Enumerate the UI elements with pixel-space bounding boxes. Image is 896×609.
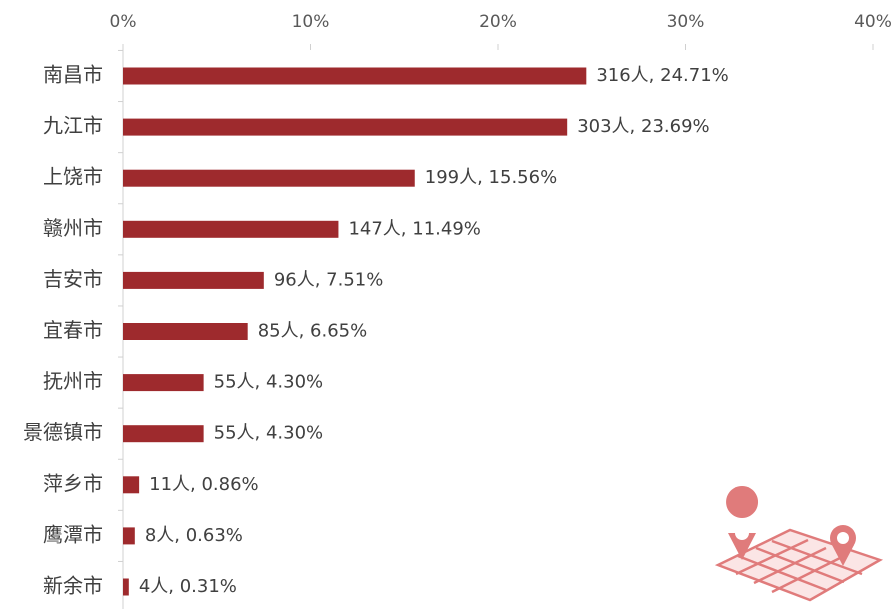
y-tick-label: 赣州市 <box>43 216 103 240</box>
bar <box>123 323 248 340</box>
y-tick-label: 南昌市 <box>43 63 103 87</box>
y-tick-label: 抚州市 <box>43 369 103 393</box>
bar <box>123 271 264 289</box>
data-label: 199人, 15.56% <box>425 167 557 188</box>
y-tick-label: 宜春市 <box>43 318 103 342</box>
bar <box>123 67 587 85</box>
bar <box>123 527 135 545</box>
y-tick-label: 新余市 <box>43 574 103 598</box>
bar <box>123 220 339 238</box>
bar <box>123 425 204 443</box>
bar <box>123 578 129 596</box>
y-tick-label: 景德镇市 <box>23 420 103 444</box>
data-label: 96人, 7.51% <box>274 269 384 290</box>
bar <box>123 476 140 494</box>
data-label: 316人, 24.71% <box>596 65 728 86</box>
y-tick-label: 吉安市 <box>43 267 103 291</box>
data-label: 303人, 23.69% <box>577 116 709 137</box>
y-tick-label: 上饶市 <box>43 165 103 189</box>
map-icon <box>714 486 884 602</box>
x-tick-label: 20% <box>479 12 517 32</box>
data-label: 8人, 0.63% <box>145 525 243 546</box>
data-label: 4人, 0.31% <box>139 576 237 597</box>
data-label: 55人, 4.30% <box>214 423 324 444</box>
bar <box>123 169 415 187</box>
x-tick-label: 30% <box>667 12 705 32</box>
x-tick-label: 0% <box>110 12 137 32</box>
data-label: 85人, 6.65% <box>258 321 368 342</box>
bar <box>123 118 568 136</box>
x-tick-label: 10% <box>292 12 330 32</box>
data-label: 55人, 4.30% <box>214 372 324 393</box>
x-tick-label: 40% <box>854 12 892 32</box>
data-label: 11人, 0.86% <box>149 474 259 495</box>
y-tick-label: 九江市 <box>43 114 103 138</box>
y-tick-label: 鹰潭市 <box>43 522 103 546</box>
y-tick-label: 萍乡市 <box>43 471 103 495</box>
bar <box>123 374 204 392</box>
data-label: 147人, 11.49% <box>348 218 480 239</box>
